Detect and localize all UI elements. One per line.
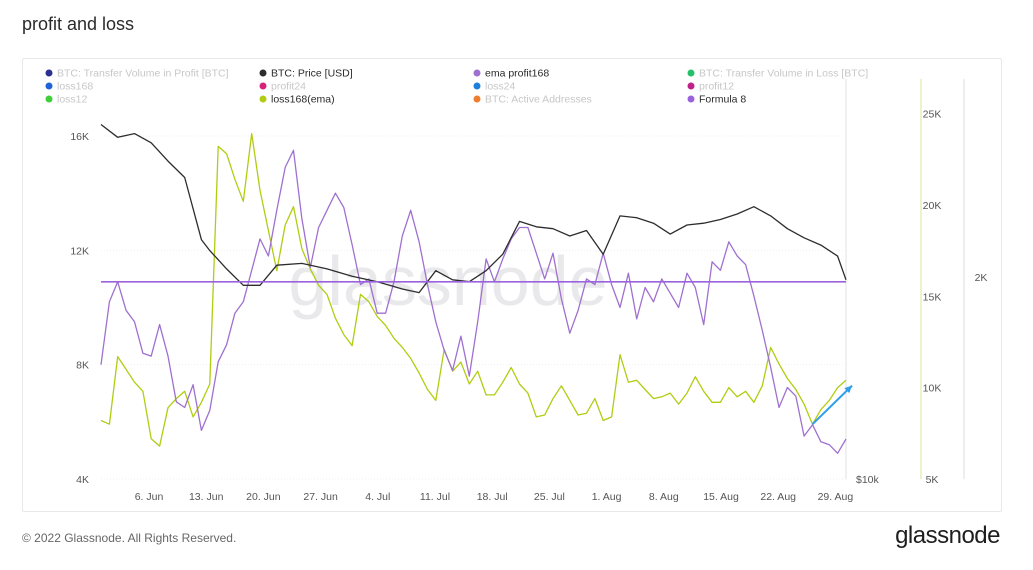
x-axis-tick: 22. Aug [760, 491, 796, 503]
legend-swatch [687, 82, 695, 90]
x-axis-tick: 8. Aug [649, 491, 679, 503]
x-axis-tick: 4. Jul [365, 491, 390, 503]
price-axis-tick: 5K [926, 474, 939, 486]
copyright-footer: © 2022 Glassnode. All Rights Reserved. [22, 531, 237, 545]
legend-label: profit24 [271, 81, 306, 93]
legend-item[interactable]: BTC: Transfer Volume in Profit [BTC] [45, 68, 229, 80]
left-axis-tick: 16K [70, 131, 89, 143]
legend-item[interactable]: loss24 [473, 81, 516, 93]
x-axis-tick: 20. Jun [246, 491, 281, 503]
x-axis-tick: 15. Aug [703, 491, 739, 503]
legend-label: loss12 [57, 94, 88, 106]
legend-swatch [259, 69, 267, 77]
legend-label: BTC: Transfer Volume in Profit [BTC] [57, 68, 229, 80]
price-axis-tick: 15K [923, 291, 942, 303]
x-axis-tick: 18. Jul [477, 491, 508, 503]
legend-label: loss168 [57, 81, 93, 93]
price-axis-bottom-tag: $10k [856, 474, 880, 486]
legend-item[interactable]: loss168 [45, 81, 94, 93]
price-axis-tick: 10K [923, 383, 942, 395]
legend-swatch [45, 82, 53, 90]
left-axis-tick: 12K [70, 245, 89, 257]
annotation-arrow-shaft [811, 384, 853, 425]
page-title: profit and loss [22, 14, 135, 34]
legend-item[interactable]: ema profit168 [473, 68, 550, 80]
glassnode-logo: glassnode [895, 522, 1000, 549]
x-axis-tick: 1. Aug [592, 491, 622, 503]
x-axis-tick: 27. Jun [303, 491, 338, 503]
legend-item[interactable]: Formula 8 [687, 94, 747, 106]
legend-label: loss168(ema) [271, 94, 335, 106]
legend-item[interactable]: BTC: Active Addresses [473, 94, 592, 106]
legend-item[interactable]: loss12 [45, 94, 88, 106]
legend-label: BTC: Price [USD] [271, 68, 353, 80]
annotation-arrow-head [844, 385, 852, 394]
legend-item[interactable]: profit12 [687, 81, 735, 93]
legend-item[interactable]: profit24 [259, 81, 307, 93]
price-axis-tick: 20K [923, 200, 942, 212]
legend-label: BTC: Active Addresses [485, 94, 592, 106]
legend-label: ema profit168 [485, 68, 549, 80]
x-axis-tick: 13. Jun [189, 491, 224, 503]
legend-swatch [259, 95, 267, 103]
price-axis-tick: 25K [923, 109, 942, 121]
left-axis-tick: 4K [76, 474, 89, 486]
legend-label: Formula 8 [699, 94, 746, 106]
series-line-btc-price-usd- [100, 123, 847, 294]
extra-axis-tick: 2K [975, 272, 988, 284]
series-line-loss168-ema- [100, 132, 847, 447]
legend-swatch [687, 69, 695, 77]
legend-swatch [259, 82, 267, 90]
series-line-ema-profit168 [100, 149, 847, 454]
legend-item[interactable]: BTC: Transfer Volume in Loss [BTC] [687, 68, 869, 80]
x-axis-tick: 29. Aug [818, 491, 854, 503]
legend-swatch [45, 95, 53, 103]
legend-swatch [473, 82, 481, 90]
x-axis-tick: 25. Jul [534, 491, 565, 503]
legend-swatch [687, 95, 695, 103]
left-axis-tick: 8K [76, 360, 89, 372]
legend-item[interactable]: BTC: Price [USD] [259, 68, 353, 80]
legend-label: BTC: Transfer Volume in Loss [BTC] [699, 68, 868, 80]
legend-label: profit12 [699, 81, 734, 93]
legend-swatch [473, 69, 481, 77]
x-axis-tick: 11. Jul [420, 491, 450, 503]
legend-swatch [45, 69, 53, 77]
chart-card: glassnode 4K 8K 12K 16K 25K 20K 15K 10K 5K 2K $10k 6… [22, 58, 1002, 512]
x-axis-tick: 6. Jun [135, 491, 164, 503]
legend-swatch [473, 95, 481, 103]
chart-svg[interactable]: glassnode4K8K12K16K25K20K15K10K5K2K$10k6… [23, 59, 1001, 511]
legend-label: loss24 [485, 81, 516, 93]
legend-item[interactable]: loss168(ema) [259, 94, 335, 106]
